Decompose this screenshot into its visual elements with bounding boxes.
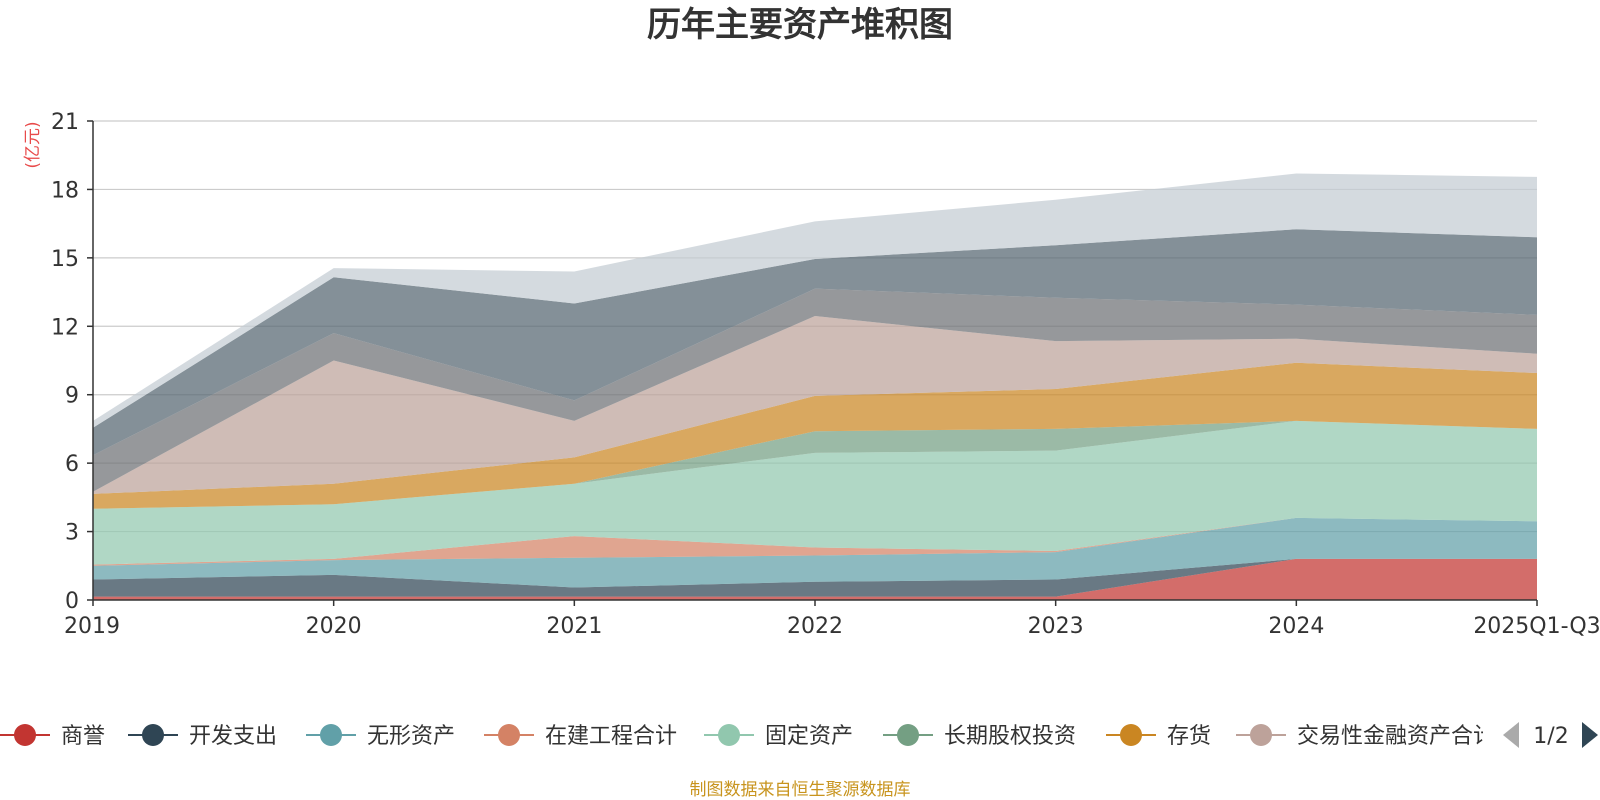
legend-next-page-icon[interactable] [1582,722,1598,748]
y-tick-label: 3 [65,521,79,546]
x-tick-label: 2020 [306,614,362,639]
legend-label: 无形资产 [367,724,455,749]
legend: 商誉 开发支出 无形资产 在建工程合计 固定资产 长期股权投资 存货 交易性金融资产合计 1/2 [0,722,1598,749]
area-series [93,558,1537,597]
legend-marker-icon [320,724,342,746]
legend-item[interactable]: 存货 [1106,724,1211,749]
legend-items: 商誉 开发支出 无形资产 在建工程合计 固定资产 长期股权投资 存货 交易性金融资产合计 [0,724,1495,749]
legend-page-indicator: 1/2 [1533,724,1568,749]
y-axis-unit-label: (亿元) [23,121,43,168]
area-series [93,558,1537,600]
legend-item[interactable]: 开发支出 [128,724,277,749]
stacked-areas [93,173,1537,600]
legend-item[interactable]: 固定资产 [704,724,853,749]
area-series [93,420,1537,565]
legend-prev-page-icon[interactable] [1503,722,1519,748]
legend-marker-icon [498,724,520,746]
x-tick-label: 2024 [1268,614,1324,639]
legend-label: 存货 [1167,724,1211,749]
legend-item[interactable]: 交易性金融资产合计 [1236,724,1495,749]
chart-title: 历年主要资产堆积图 [647,5,953,45]
legend-label: 开发支出 [189,724,277,749]
legend-label: 商誉 [61,724,105,749]
area-series [93,420,1537,509]
source-note: 制图数据来自恒生聚源数据库 [690,780,911,800]
y-tick-label: 6 [65,452,79,477]
y-tick-label: 12 [51,315,79,340]
y-tick-label: 9 [65,384,79,409]
x-tick-label: 2021 [546,614,602,639]
x-tick-label: 2019 [64,614,120,639]
area-series [93,316,1537,494]
legend-item[interactable]: 无形资产 [306,724,455,749]
legend-label: 固定资产 [765,724,853,749]
y-tick-label: 15 [51,247,79,272]
legend-label: 交易性金融资产合计 [1297,724,1495,749]
legend-marker-icon [14,724,36,746]
legend-marker-icon [142,724,164,746]
y-tick-label: 18 [51,178,79,203]
x-tick-label: 2022 [787,614,843,639]
legend-marker-icon [718,724,740,746]
area-series [93,288,1537,492]
legend-marker-icon [1250,724,1272,746]
area-series [93,517,1537,566]
legend-item[interactable]: 长期股权投资 [883,724,1076,749]
x-tick-label: 2023 [1028,614,1084,639]
legend-marker-icon [1120,724,1142,746]
area-series [93,517,1537,588]
axes: 0 3 6 9 12 15 18 21 2019 2020 2021 2022 2023 2024 2025… [51,110,1600,639]
legend-marker-icon [897,724,919,746]
legend-label: 在建工程合计 [545,724,677,749]
legend-item[interactable]: 在建工程合计 [484,724,677,749]
area-series [93,362,1537,509]
legend-label: 长期股权投资 [944,724,1076,749]
y-tick-label: 21 [51,110,79,135]
legend-item[interactable]: 商誉 [0,724,105,749]
area-series [93,173,1537,428]
x-tick-label: 2025Q1-Q3 [1473,614,1600,639]
area-series [93,229,1537,456]
y-tick-label: 0 [65,589,79,614]
